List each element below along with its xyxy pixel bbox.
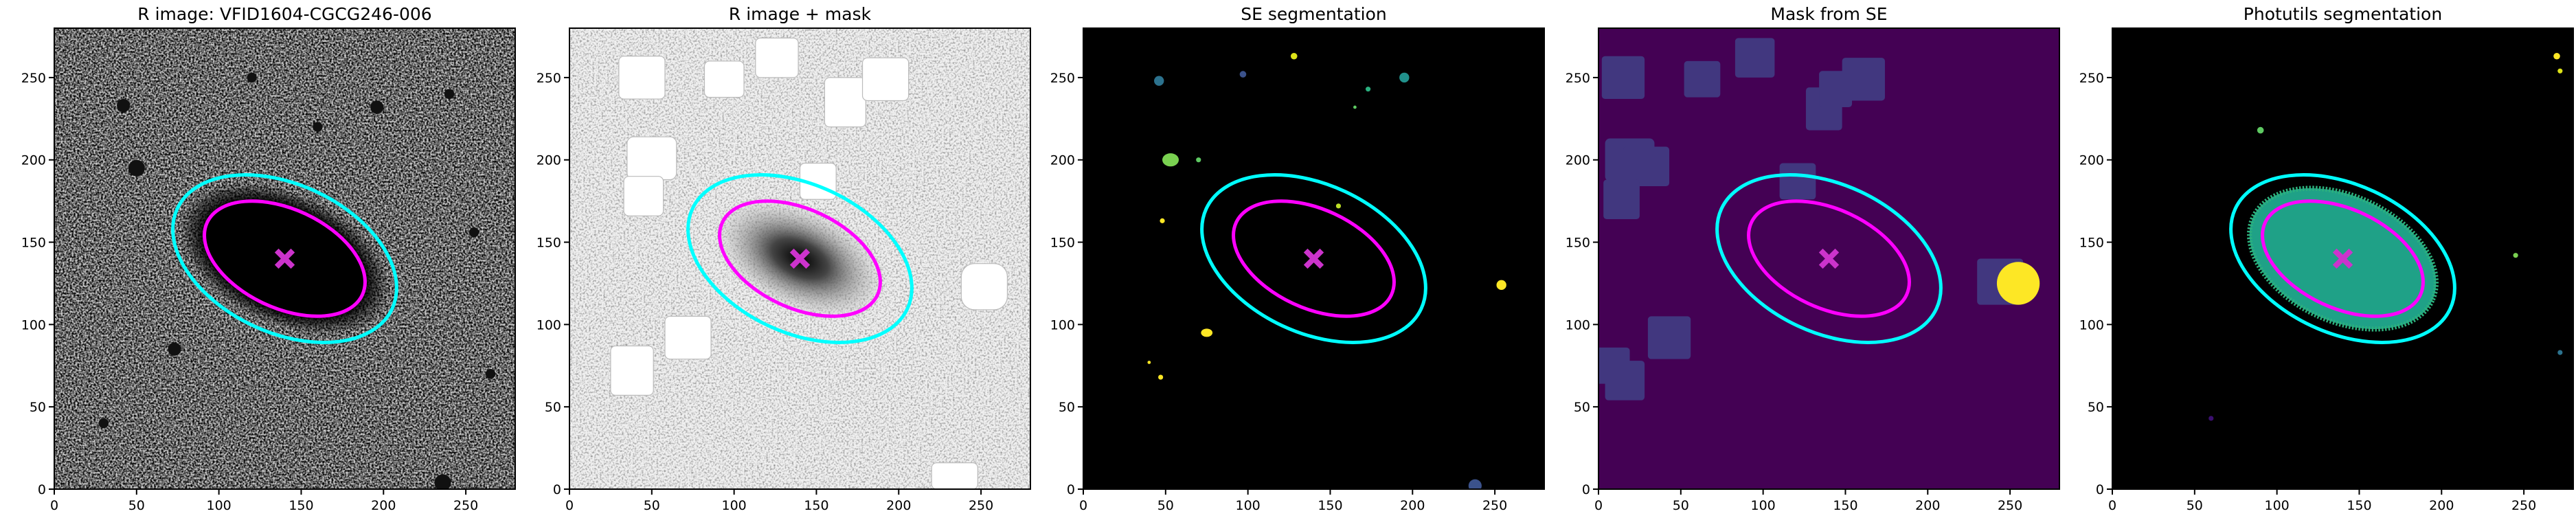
y-tick-label: 50 [30, 400, 46, 415]
y-tick-label: 200 [21, 153, 46, 168]
center-marker [274, 248, 295, 269]
aperture-ellipse [203, 199, 367, 318]
y-tick-label: 100 [2079, 317, 2104, 333]
y-tick-label: 200 [1566, 153, 1590, 168]
axes-frame [54, 27, 516, 490]
x-tick-label: 0 [1594, 498, 1603, 513]
aperture-ellipse [2261, 199, 2425, 318]
center-marker [1303, 248, 1324, 269]
y-tick-label: 0 [2096, 482, 2104, 497]
x-tick-label: 150 [2347, 498, 2371, 513]
y-tick-label: 200 [1050, 153, 1075, 168]
center-marker [2332, 248, 2353, 269]
x-tick-label: 50 [128, 498, 145, 513]
y-tick-label: 250 [536, 71, 561, 86]
x-tick-label: 250 [1482, 498, 1507, 513]
y-tick-label: 250 [1050, 71, 1075, 86]
x-tick-label: 50 [2187, 498, 2203, 513]
panel-title: R image + mask [729, 4, 872, 24]
x-tick-label: 150 [289, 498, 313, 513]
y-tick-label: 250 [21, 71, 46, 86]
x-tick-label: 200 [886, 498, 911, 513]
x-tick-label: 50 [1157, 498, 1174, 513]
image-se-mask [1598, 28, 2059, 489]
aperture-ellipse [686, 173, 914, 344]
y-tick-label: 150 [536, 236, 561, 251]
y-tick-label: 0 [553, 482, 561, 497]
y-tick-label: 250 [2079, 71, 2104, 86]
aperture-ellipse [1200, 173, 1427, 344]
y-tick-label: 50 [545, 400, 561, 415]
x-tick-label: 100 [207, 498, 231, 513]
x-tick-label: 100 [722, 498, 747, 513]
panel-title: Mask from SE [1770, 4, 1887, 24]
aperture-ellipse [1715, 173, 1943, 344]
x-tick-label: 50 [1673, 498, 1689, 513]
x-tick-label: 200 [2429, 498, 2454, 513]
center-marker [789, 248, 811, 269]
center-marker [1818, 248, 1840, 269]
panel-title: SE segmentation [1241, 4, 1386, 24]
y-tick-label: 50 [2088, 400, 2104, 415]
x-tick-label: 250 [1998, 498, 2022, 513]
x-tick-label: 150 [1318, 498, 1342, 513]
x-tick-label: 100 [1236, 498, 1261, 513]
aperture-ellipse [718, 199, 882, 318]
axes-frame [1083, 27, 1545, 490]
aperture-ellipse [2229, 173, 2456, 344]
x-tick-label: 0 [50, 498, 58, 513]
axes-frame [2112, 27, 2574, 490]
x-tick-label: 200 [371, 498, 396, 513]
x-tick-label: 250 [453, 498, 478, 513]
axes-frame [569, 27, 1031, 490]
x-tick-label: 150 [804, 498, 828, 513]
y-tick-label: 150 [1566, 236, 1590, 251]
x-tick-label: 50 [644, 498, 660, 513]
y-tick-label: 150 [1050, 236, 1075, 251]
y-tick-label: 100 [1050, 317, 1075, 333]
panel-title: R image: VFID1604-CGCG246-006 [137, 4, 431, 24]
y-tick-label: 0 [38, 482, 46, 497]
x-tick-label: 0 [2108, 498, 2116, 513]
x-tick-label: 250 [2511, 498, 2536, 513]
y-tick-label: 50 [1574, 400, 1590, 415]
aperture-ellipse [171, 173, 398, 344]
y-tick-label: 150 [2079, 236, 2104, 251]
y-tick-label: 200 [536, 153, 561, 168]
x-tick-label: 100 [1751, 498, 1776, 513]
y-tick-label: 100 [1566, 317, 1590, 333]
x-tick-label: 200 [1915, 498, 1940, 513]
y-tick-label: 250 [1566, 71, 1590, 86]
y-tick-label: 0 [1067, 482, 1075, 497]
y-tick-label: 150 [21, 236, 46, 251]
aperture-ellipse [1232, 199, 1396, 318]
y-tick-label: 50 [1059, 400, 1075, 415]
y-tick-label: 0 [1582, 482, 1590, 497]
x-tick-label: 200 [1400, 498, 1425, 513]
y-tick-label: 200 [2079, 153, 2104, 168]
aperture-ellipse [1747, 199, 1911, 318]
panel-title: Photutils segmentation [2244, 4, 2442, 24]
y-tick-label: 100 [21, 317, 46, 333]
x-tick-label: 0 [565, 498, 574, 513]
x-tick-label: 0 [1079, 498, 1087, 513]
x-tick-label: 150 [1833, 498, 1857, 513]
y-tick-label: 100 [536, 317, 561, 333]
x-tick-label: 100 [2265, 498, 2290, 513]
axes-frame [1598, 27, 2060, 490]
x-tick-label: 250 [969, 498, 993, 513]
